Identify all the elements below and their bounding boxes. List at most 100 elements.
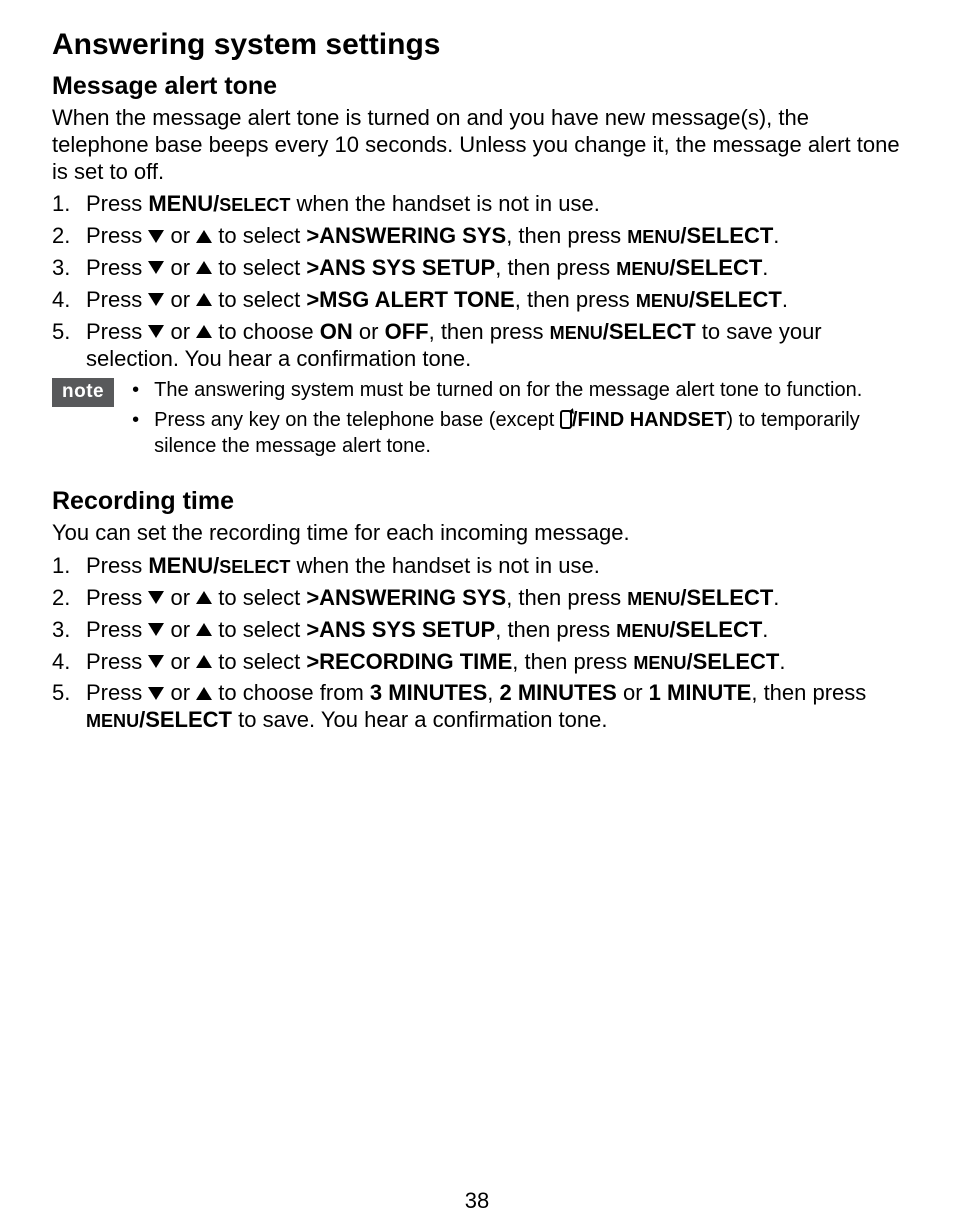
text: to save. You hear a confirmation tone. — [232, 707, 607, 732]
text: ANS SYS SETUP — [319, 617, 495, 642]
text: . — [762, 255, 768, 280]
section-title-1: Message alert tone — [52, 72, 902, 101]
text: or — [164, 255, 196, 280]
arrow-down-icon — [148, 325, 164, 338]
step: Press or to select >ANSWERING SYS, then … — [52, 223, 902, 250]
text: Press — [86, 649, 148, 674]
text: Press — [86, 191, 148, 216]
text: > — [306, 255, 319, 280]
arrow-down-icon — [148, 230, 164, 243]
text: SELECT — [219, 195, 290, 215]
text: MENU — [86, 711, 139, 731]
text: or — [164, 585, 196, 610]
page-heading: Answering system settings — [52, 28, 902, 62]
text: or — [353, 319, 385, 344]
text: to select — [212, 617, 306, 642]
text: Press — [86, 680, 148, 705]
note-item: Press any key on the telephone base (exc… — [126, 408, 902, 459]
text: MENU — [616, 621, 669, 641]
text: MENU — [636, 291, 689, 311]
text: to select — [212, 585, 306, 610]
text: Press any key on the telephone base (exc… — [154, 409, 560, 431]
arrow-up-icon — [196, 655, 212, 668]
text: MENU/ — [148, 191, 219, 216]
arrow-up-icon — [196, 293, 212, 306]
text: to select — [212, 223, 306, 248]
text: or — [164, 680, 196, 705]
text: , then press — [429, 319, 550, 344]
text: Press — [86, 553, 148, 578]
step: Press or to choose ON or OFF, then press… — [52, 319, 902, 373]
text: Press — [86, 617, 148, 642]
step: Press MENU/SELECT when the handset is no… — [52, 553, 902, 580]
arrow-up-icon — [196, 687, 212, 700]
text: . — [782, 287, 788, 312]
note-block: note The answering system must be turned… — [52, 378, 902, 463]
step: Press or to select >RECORDING TIME, then… — [52, 649, 902, 676]
text: or — [617, 680, 649, 705]
text: /SELECT — [669, 255, 762, 280]
step: Press MENU/SELECT when the handset is no… — [52, 191, 902, 218]
note-label: note — [52, 378, 114, 407]
text: /SELECT — [680, 585, 773, 610]
text: ANSWERING SYS — [319, 223, 506, 248]
text: , then press — [506, 223, 627, 248]
arrow-down-icon — [148, 591, 164, 604]
arrow-down-icon — [148, 293, 164, 306]
text: MENU — [616, 259, 669, 279]
text: Press — [86, 585, 148, 610]
arrow-down-icon — [148, 655, 164, 668]
text: MSG ALERT TONE — [319, 287, 515, 312]
text: /SELECT — [603, 319, 696, 344]
text: when the handset is not in use. — [290, 191, 599, 216]
text: . — [762, 617, 768, 642]
step: Press or to select >MSG ALERT TONE, then… — [52, 287, 902, 314]
text: , then press — [506, 585, 627, 610]
text: > — [306, 223, 319, 248]
page-number: 38 — [0, 1188, 954, 1214]
arrow-down-icon — [148, 623, 164, 636]
text: or — [164, 319, 196, 344]
note-list: The answering system must be turned on f… — [126, 378, 902, 463]
text: MENU — [633, 653, 686, 673]
text: RECORDING TIME — [319, 649, 512, 674]
text: MENU — [627, 227, 680, 247]
text: to select — [212, 649, 306, 674]
arrow-down-icon — [148, 261, 164, 274]
section2-steps: Press MENU/SELECT when the handset is no… — [52, 553, 902, 734]
step: Press or to select >ANS SYS SETUP, then … — [52, 255, 902, 282]
text: to select — [212, 287, 306, 312]
arrow-up-icon — [196, 325, 212, 338]
arrow-up-icon — [196, 623, 212, 636]
text: to select — [212, 255, 306, 280]
arrow-up-icon — [196, 230, 212, 243]
text: . — [779, 649, 785, 674]
handset-icon — [560, 410, 572, 429]
text: to choose — [212, 319, 320, 344]
text: or — [164, 223, 196, 248]
text: Press — [86, 287, 148, 312]
text: 2 MINUTES — [500, 680, 617, 705]
text: /SELECT — [139, 707, 232, 732]
section2-intro: You can set the recording time for each … — [52, 520, 902, 547]
text: MENU — [627, 589, 680, 609]
text: or — [164, 287, 196, 312]
step: Press or to select >ANSWERING SYS, then … — [52, 585, 902, 612]
text: ANS SYS SETUP — [319, 255, 495, 280]
step: Press or to select >ANS SYS SETUP, then … — [52, 617, 902, 644]
text: /SELECT — [689, 287, 782, 312]
text: ANSWERING SYS — [319, 585, 506, 610]
text: OFF — [385, 319, 429, 344]
text: > — [306, 617, 319, 642]
text: /SELECT — [680, 223, 773, 248]
text: . — [773, 223, 779, 248]
text: /SELECT — [686, 649, 779, 674]
text: , then press — [512, 649, 633, 674]
arrow-up-icon — [196, 591, 212, 604]
text: , then press — [751, 680, 866, 705]
step: Press or to choose from 3 MINUTES, 2 MIN… — [52, 680, 902, 734]
text: > — [306, 649, 319, 674]
section1-steps: Press MENU/SELECT when the handset is no… — [52, 191, 902, 372]
arrow-down-icon — [148, 687, 164, 700]
text: /FIND HANDSET — [572, 409, 726, 431]
